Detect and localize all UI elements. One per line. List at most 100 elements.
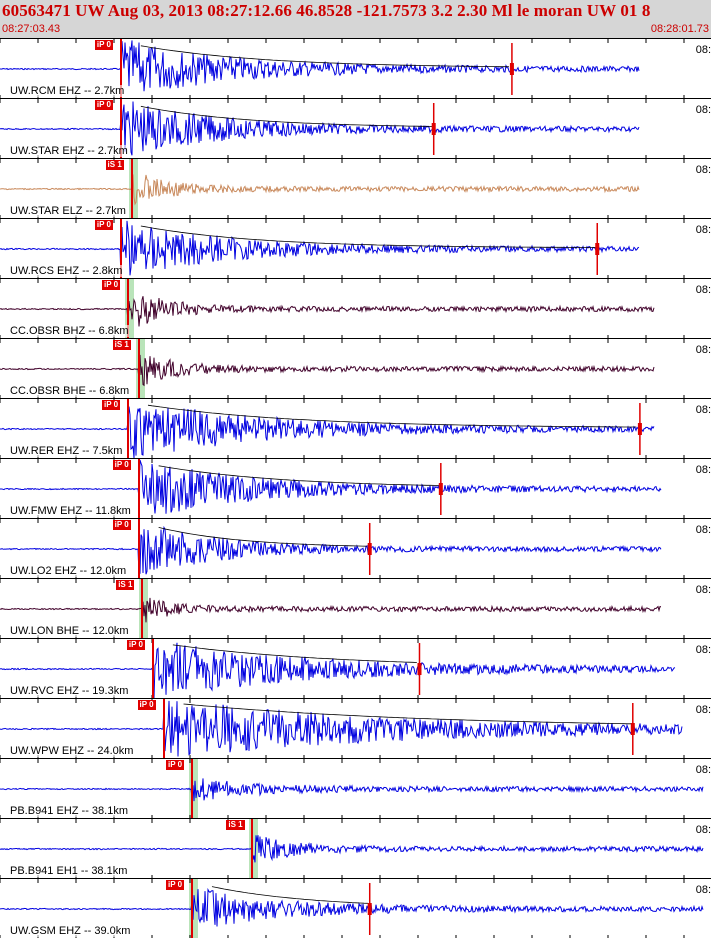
station-label: UW.LO2 EHZ -- 12.0km bbox=[10, 565, 127, 577]
phase-pick-tag[interactable]: iP 0 bbox=[101, 280, 121, 290]
pick-window bbox=[135, 339, 145, 398]
waveform bbox=[0, 459, 685, 518]
trace-panel[interactable]: iS 1 CC.OBSR BHE -- 6.8km 08: bbox=[0, 338, 711, 398]
waveform-line bbox=[0, 835, 704, 863]
trace-panel[interactable]: iP 0 UW.LO2 EHZ -- 12.0km 08: bbox=[0, 518, 711, 578]
phase-pick-line[interactable] bbox=[137, 459, 140, 518]
phase-pick-tag[interactable]: iP 0 bbox=[94, 220, 113, 230]
phase-pick-tag[interactable]: iS 1 bbox=[112, 340, 131, 350]
phase-pick-tag[interactable]: iP 0 bbox=[112, 520, 131, 530]
phase-pick-line[interactable] bbox=[119, 99, 122, 158]
time-label: 08: bbox=[695, 824, 711, 836]
phase-pick-line[interactable] bbox=[190, 759, 193, 818]
time-label: 08: bbox=[695, 344, 711, 356]
phase-pick-line[interactable] bbox=[137, 339, 140, 398]
phase-pick-line[interactable] bbox=[130, 159, 133, 218]
phase-pick-line[interactable] bbox=[162, 699, 165, 758]
phase-pick-tag[interactable]: iS 1 bbox=[105, 160, 124, 170]
waveform bbox=[0, 219, 685, 278]
phase-pick-line[interactable] bbox=[119, 39, 122, 98]
phase-pick-tag[interactable]: iP 0 bbox=[94, 40, 113, 50]
coda-marker-box bbox=[367, 543, 372, 555]
pick-window bbox=[249, 819, 259, 878]
coda-marker-box bbox=[637, 423, 642, 435]
trace-panel[interactable]: iS 1 PB.B941 EH1 -- 38.1km 08: bbox=[0, 818, 711, 878]
time-label: 08: bbox=[695, 644, 711, 656]
waveform-line bbox=[0, 40, 640, 92]
waveform bbox=[0, 579, 685, 638]
waveform-line bbox=[0, 296, 655, 327]
time-label: 08: bbox=[695, 764, 711, 776]
station-label: UW.RCM EHZ -- 2.7km bbox=[10, 85, 125, 97]
station-label: UW.LON BHE -- 12.0km bbox=[10, 625, 129, 637]
station-label: UW.WPW EHZ -- 24.0km bbox=[10, 745, 134, 757]
trace-panel[interactable]: iP 0 PB.B941 EHZ -- 38.1km 08: bbox=[0, 758, 711, 818]
station-label: UW.RCS EHZ -- 2.8km bbox=[10, 265, 123, 277]
trace-panel[interactable]: iP 0 UW.STAR EHZ -- 2.7km 08: bbox=[0, 98, 711, 158]
trace-panel[interactable]: iP 0 UW.RER EHZ -- 7.5km 08: bbox=[0, 398, 711, 458]
phase-pick-tag[interactable]: iP 0 bbox=[126, 640, 145, 650]
phase-pick-tag[interactable]: iP 0 bbox=[137, 700, 156, 710]
trace-panel[interactable]: iP 0 UW.RCM EHZ -- 2.7km 08: bbox=[0, 38, 711, 98]
phase-pick-line[interactable] bbox=[251, 819, 254, 878]
trace-panel[interactable]: iP 0 CC.OBSR BHZ -- 6.8km 08: bbox=[0, 278, 711, 338]
phase-pick-line[interactable] bbox=[190, 879, 193, 938]
waveform bbox=[0, 159, 685, 218]
phase-pick-tag[interactable]: iS 1 bbox=[226, 820, 245, 830]
phase-pick-line[interactable] bbox=[119, 219, 122, 278]
coda-marker-box bbox=[431, 123, 436, 135]
trace-panel[interactable]: iS 1 UW.STAR ELZ -- 2.7km 08: bbox=[0, 158, 711, 218]
station-label: CC.OBSR BHZ -- 6.8km bbox=[10, 325, 129, 337]
waveform bbox=[0, 519, 685, 578]
waveform-line bbox=[0, 174, 640, 206]
phase-pick-tag[interactable]: iP 0 bbox=[101, 400, 121, 410]
station-label: CC.OBSR BHE -- 6.8km bbox=[10, 385, 130, 397]
coda-marker-box bbox=[438, 483, 443, 495]
end-time: 08:28:01.73 bbox=[650, 23, 709, 35]
waveform bbox=[0, 339, 685, 398]
waveform-line bbox=[0, 101, 640, 156]
waveform-line bbox=[0, 406, 655, 458]
waveform-line bbox=[0, 354, 655, 387]
coda-curve bbox=[140, 105, 433, 127]
phase-pick-tag[interactable]: iS 1 bbox=[116, 580, 135, 590]
phase-pick-tag[interactable]: iP 0 bbox=[94, 100, 113, 110]
time-label: 08: bbox=[695, 404, 711, 416]
coda-curve bbox=[140, 45, 509, 68]
station-label: UW.RER EHZ -- 7.5km bbox=[10, 445, 123, 457]
station-label: UW.FMW EHZ -- 11.8km bbox=[10, 505, 131, 517]
waveform-line bbox=[0, 459, 662, 514]
coda-curve bbox=[183, 703, 632, 725]
start-time: 08:27:03.43 bbox=[2, 23, 61, 35]
trace-panel[interactable]: iP 0 UW.WPW EHZ -- 24.0km 08: bbox=[0, 698, 711, 758]
phase-pick-tag[interactable]: iP 0 bbox=[165, 760, 185, 770]
event-title: 60563471 UW Aug 03, 2013 08:27:12.66 46.… bbox=[2, 1, 651, 20]
waveform-line bbox=[0, 597, 662, 623]
waveform-line bbox=[0, 642, 676, 698]
time-label: 08: bbox=[695, 44, 711, 56]
coda-curve bbox=[211, 886, 368, 904]
trace-panel[interactable]: iP 0 UW.FMW EHZ -- 11.8km 08: bbox=[0, 458, 711, 518]
phase-pick-tag[interactable]: iP 0 bbox=[165, 880, 185, 890]
waveform bbox=[0, 279, 685, 338]
trace-panel[interactable]: iP 0 UW.RCS EHZ -- 2.8km 08: bbox=[0, 218, 711, 278]
station-label: UW.STAR EHZ -- 2.7km bbox=[10, 145, 128, 157]
phase-pick-line[interactable] bbox=[126, 399, 129, 458]
trace-panels[interactable]: iP 0 UW.RCM EHZ -- 2.7km 08: iP 0 UW.STAR EH… bbox=[0, 38, 711, 938]
waveform bbox=[0, 819, 704, 878]
coda-curve bbox=[158, 465, 439, 486]
phase-pick-line[interactable] bbox=[141, 579, 144, 638]
phase-pick-line[interactable] bbox=[137, 519, 140, 578]
trace-panel[interactable]: iP 0 UW.GSM EHZ -- 39.0km 08: bbox=[0, 878, 711, 938]
coda-marker-box bbox=[367, 903, 372, 915]
phase-pick-tag[interactable]: iP 0 bbox=[112, 460, 131, 470]
time-label: 08: bbox=[695, 224, 711, 236]
coda-marker-box bbox=[595, 243, 600, 255]
waveform-line bbox=[0, 887, 704, 927]
trace-panel[interactable]: iS 1 UW.LON BHE -- 12.0km 08: bbox=[0, 578, 711, 638]
phase-pick-line[interactable] bbox=[151, 639, 154, 698]
phase-pick-line[interactable] bbox=[126, 279, 129, 338]
waveform bbox=[0, 639, 685, 698]
trace-panel[interactable]: iP 0 UW.RVC EHZ -- 19.3km 08: bbox=[0, 638, 711, 698]
